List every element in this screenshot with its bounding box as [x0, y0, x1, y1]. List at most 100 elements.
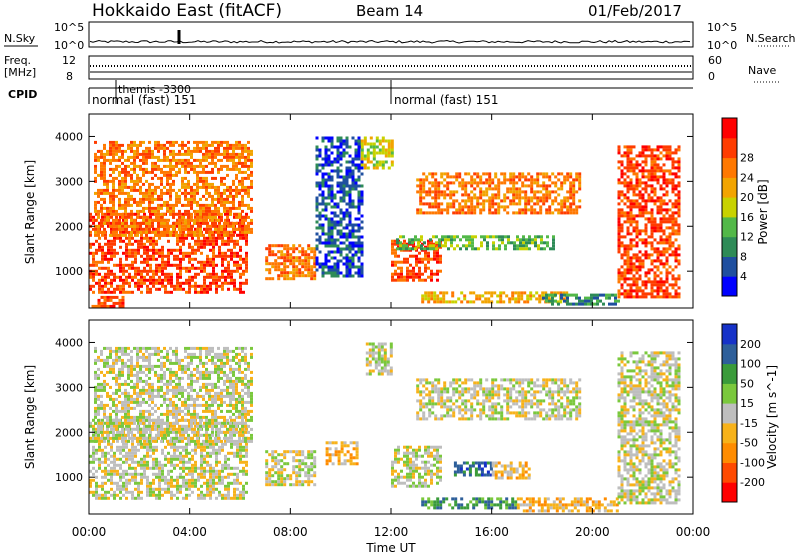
power-cell [166, 158, 169, 162]
power-cell [250, 230, 253, 234]
power-cell [427, 291, 431, 295]
power-cell [644, 175, 648, 179]
power-cell [641, 169, 645, 173]
power-cell [354, 163, 358, 167]
power-cell [145, 221, 148, 225]
power-cell [318, 241, 322, 245]
power-cell [187, 197, 190, 201]
power-cell [531, 241, 534, 245]
velocity-cell [197, 496, 200, 500]
power-cell [641, 205, 645, 209]
velocity-cell [116, 463, 119, 467]
power-cell [503, 205, 507, 209]
velocity-cell [95, 427, 98, 431]
velocity-cell [101, 496, 104, 500]
power-cell [199, 206, 202, 210]
power-cell [520, 294, 524, 298]
power-cell [492, 241, 495, 245]
power-cell [122, 263, 125, 267]
power-cell [617, 196, 621, 200]
power-cell [656, 211, 660, 215]
velocity-cell [155, 472, 158, 476]
power-cell [333, 145, 337, 149]
power-cell [662, 178, 666, 182]
power-cell [446, 208, 450, 212]
power-cell [167, 254, 170, 258]
velocity-cell [164, 454, 167, 458]
velocity-cell [179, 451, 182, 455]
power-cell [626, 169, 630, 173]
power-cell [217, 191, 220, 195]
power-cell [148, 149, 151, 153]
power-cell [487, 297, 491, 301]
power-cell [665, 148, 669, 152]
power-cell [545, 184, 549, 188]
power-cell [95, 263, 98, 267]
power-cell [154, 212, 157, 216]
power-cell [217, 227, 220, 231]
power-cell [223, 155, 226, 159]
power-cell [193, 182, 196, 186]
power-cell [345, 244, 349, 248]
power-cell [229, 233, 232, 237]
power-cell [572, 302, 575, 306]
velocity-cell [140, 466, 143, 470]
power-cell [283, 259, 287, 263]
power-cell [233, 281, 236, 285]
power-cell [179, 269, 182, 273]
power-cell [626, 256, 630, 260]
power-cell [133, 224, 136, 228]
power-cell [635, 202, 639, 206]
power-cell [345, 238, 349, 242]
power-cell [351, 184, 355, 188]
beam-title: Beam 14 [356, 2, 423, 20]
velocity-cell [185, 481, 188, 485]
power-cell [226, 152, 229, 156]
power-cell [310, 274, 314, 278]
velocity-cell [170, 436, 173, 440]
power-cell [283, 256, 287, 260]
power-cell [626, 253, 630, 257]
power-cell [470, 178, 474, 182]
power-cell [155, 269, 158, 273]
power-cell [208, 209, 211, 213]
velocity-cell [158, 490, 161, 494]
power-cell [112, 304, 116, 308]
power-cell [545, 293, 548, 297]
power-cell [203, 269, 206, 273]
power-cell [339, 223, 343, 227]
power-cell [521, 196, 525, 200]
power-cell [556, 300, 560, 304]
power-cell [118, 188, 121, 192]
power-cell [148, 224, 151, 228]
power-cell [617, 148, 621, 152]
power-cell [146, 260, 149, 264]
power-cell [124, 182, 127, 186]
power-cell [160, 179, 163, 183]
power-cell [536, 202, 540, 206]
power-cell [112, 227, 115, 231]
velocity-cell [164, 481, 167, 485]
power-cell [575, 190, 579, 194]
velocity-cell [167, 451, 170, 455]
power-cell [357, 250, 361, 254]
power-cell [226, 158, 229, 162]
power-cell [118, 191, 121, 195]
velocity-cell [125, 451, 128, 455]
power-cell [209, 275, 212, 279]
power-cell [318, 217, 322, 221]
power-cell [280, 274, 284, 278]
velocity-cell [185, 466, 188, 470]
velocity-cell [113, 481, 116, 485]
power-cell [101, 245, 104, 249]
power-cell [167, 218, 170, 222]
velocity-cell [185, 484, 188, 488]
power-cell [128, 215, 131, 219]
velocity-cell [176, 448, 179, 452]
power-cell [145, 230, 148, 234]
power-cell [112, 206, 115, 210]
power-cell [629, 265, 633, 269]
power-cell [650, 157, 654, 161]
power-cell [569, 172, 573, 176]
velocity-cell [95, 451, 98, 455]
